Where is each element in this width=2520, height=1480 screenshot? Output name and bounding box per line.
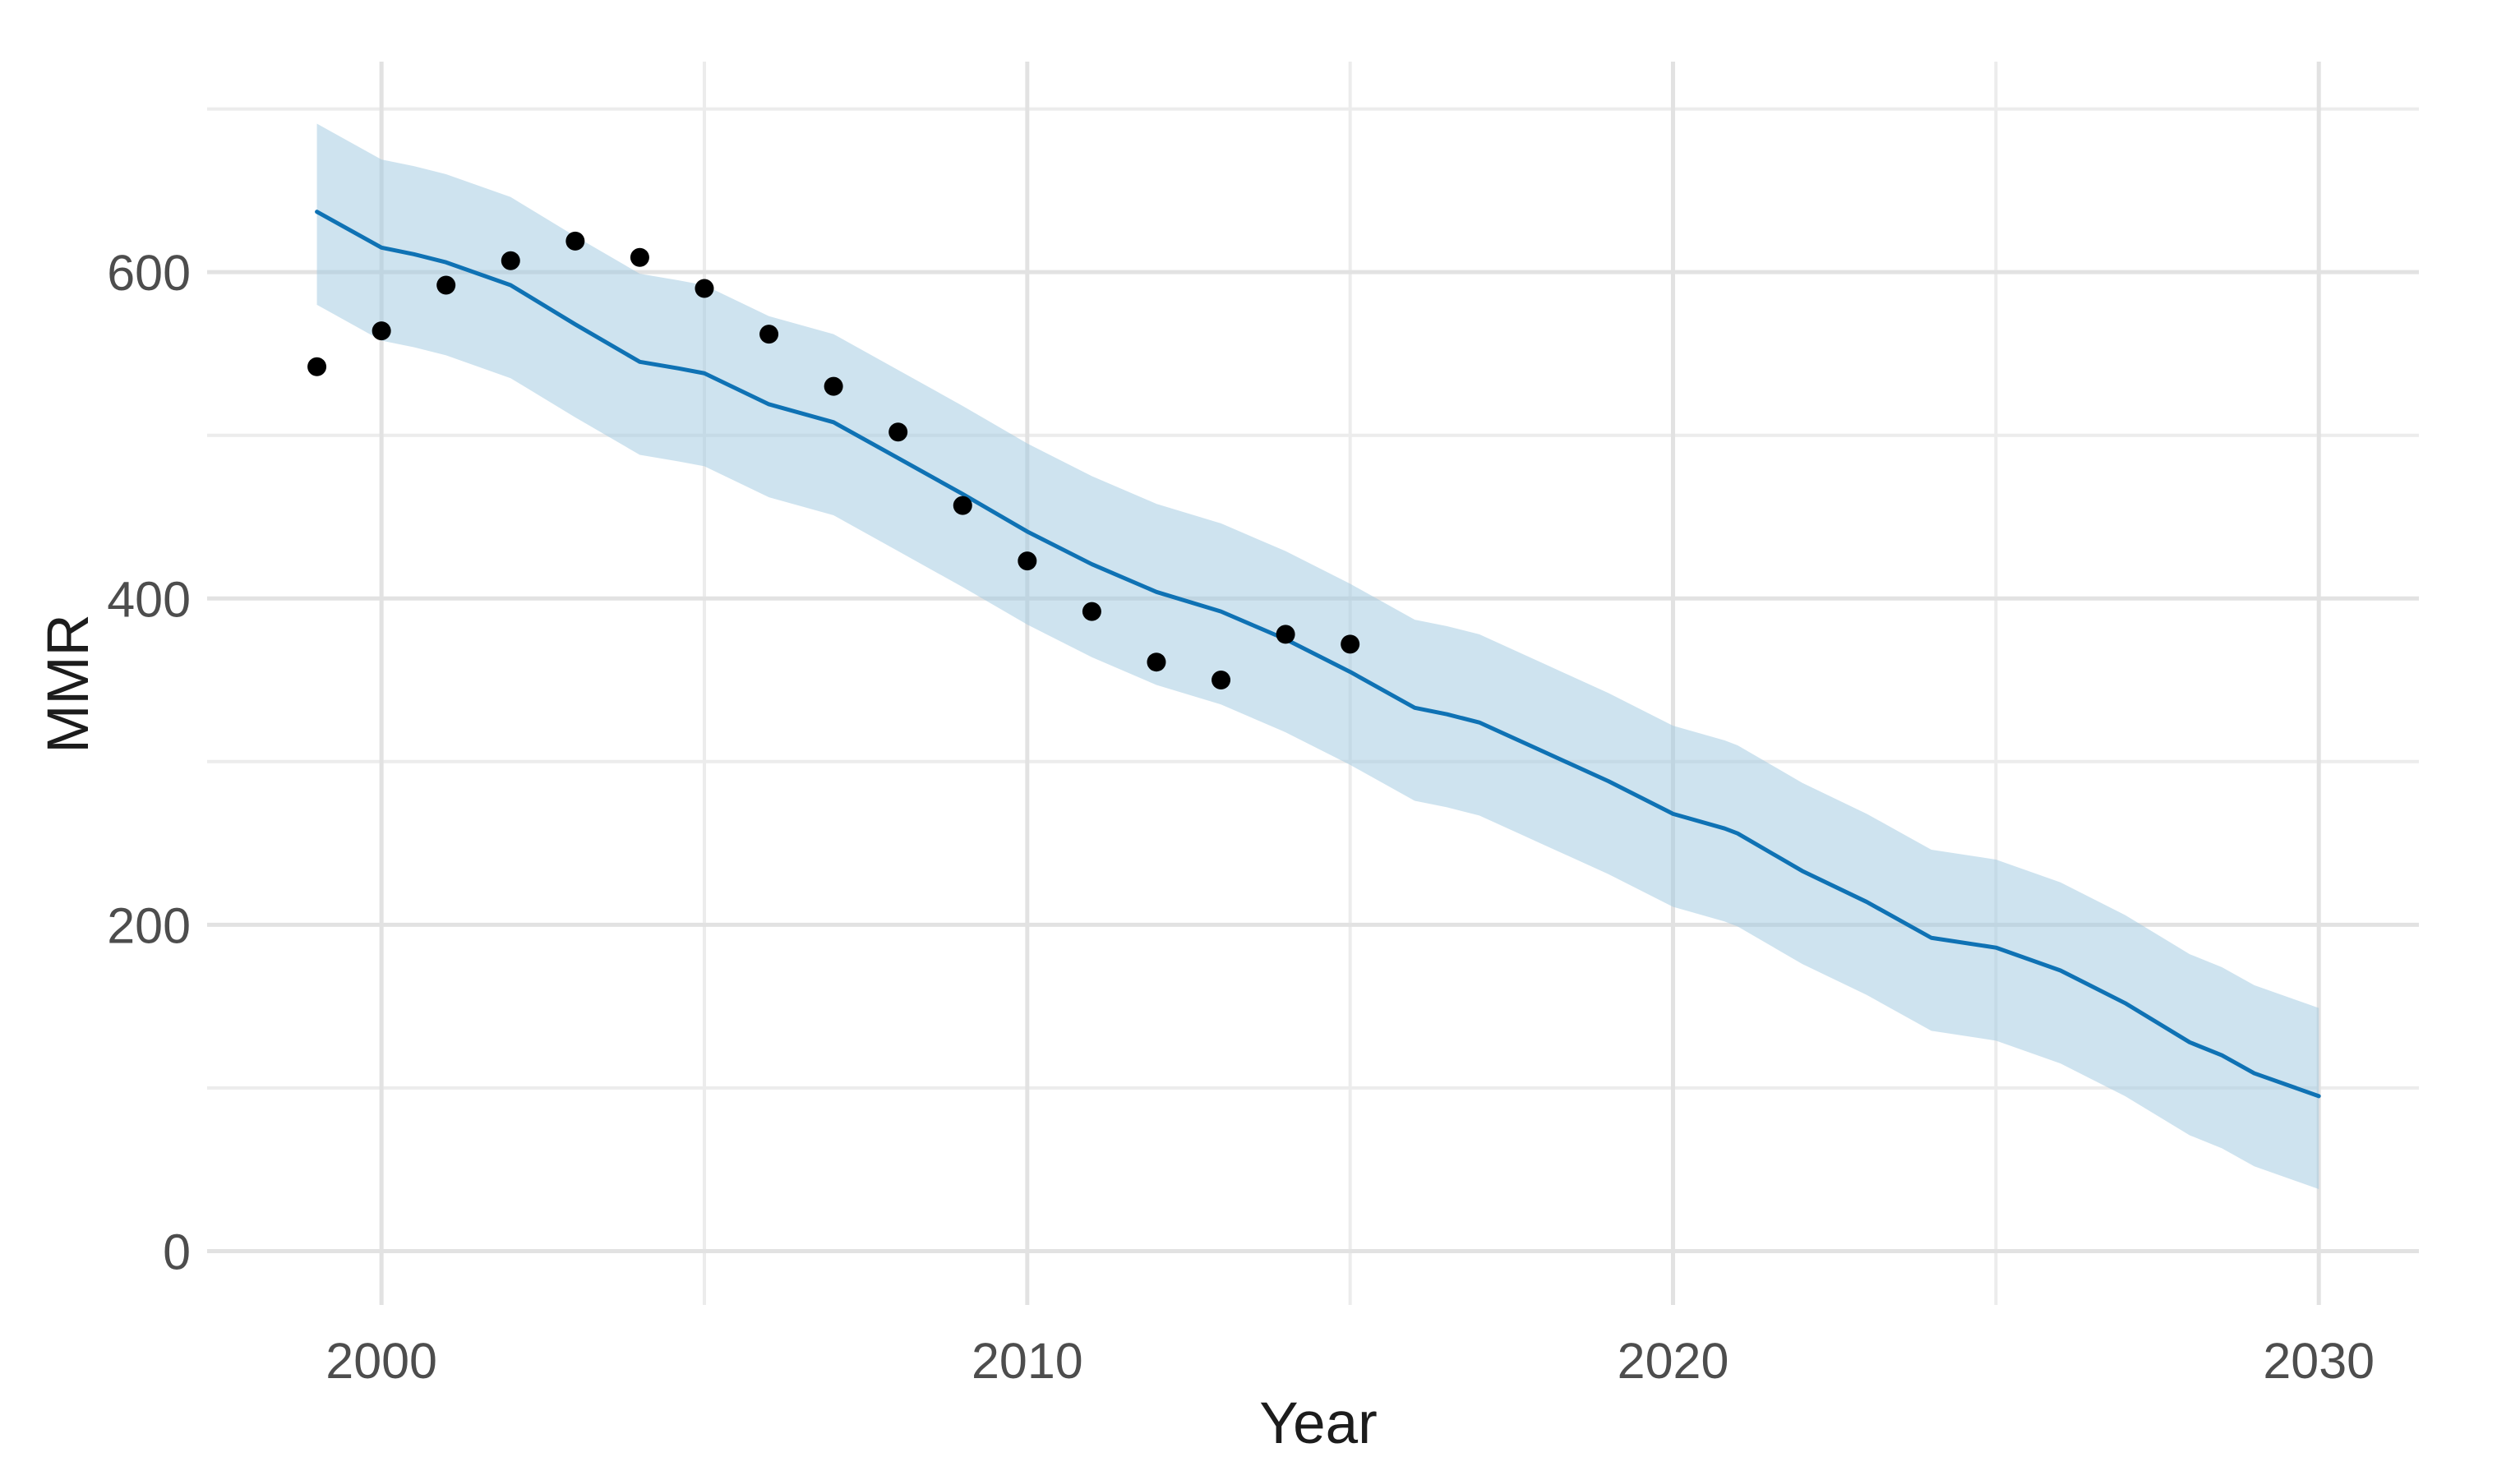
x-tick-label-2000: 2000 — [325, 1333, 437, 1389]
y-tick-label-200: 200 — [107, 897, 191, 953]
x-tick-label-2020: 2020 — [1618, 1333, 1729, 1389]
x-tick-label-2030: 2030 — [2263, 1333, 2375, 1389]
y-tick-label-600: 600 — [107, 245, 191, 301]
observed-points-layer — [307, 231, 1360, 690]
data-point-2012 — [1147, 652, 1166, 672]
data-point-2013 — [1212, 671, 1231, 690]
data-point-1999 — [307, 357, 327, 376]
y-axis-tick-labels: 0 200 400 600 — [107, 245, 191, 1279]
data-point-2014 — [1276, 625, 1295, 644]
data-point-2001 — [436, 275, 456, 295]
data-point-2015 — [1341, 634, 1360, 654]
y-axis-title: MMR — [36, 614, 101, 754]
data-point-2003 — [565, 231, 585, 251]
trend-line-layer — [315, 210, 2321, 1099]
estimated-mmr-line — [315, 210, 2321, 1099]
data-point-2011 — [1082, 602, 1101, 621]
y-tick-label-400: 400 — [107, 571, 191, 627]
data-point-2005 — [695, 279, 714, 298]
data-point-2000 — [372, 321, 391, 341]
y-tick-label-0: 0 — [163, 1224, 191, 1279]
x-tick-label-2010: 2010 — [972, 1333, 1083, 1389]
data-point-2009 — [953, 496, 972, 515]
data-point-2007 — [824, 376, 843, 396]
data-point-2010 — [1018, 551, 1037, 571]
x-axis-tick-labels: 2000 2010 2020 2030 — [325, 1333, 2375, 1389]
data-point-2004 — [630, 247, 649, 267]
x-axis-title: Year — [1259, 1391, 1377, 1456]
data-point-2006 — [759, 325, 779, 344]
data-point-2008 — [888, 422, 908, 442]
data-point-2002 — [501, 251, 520, 270]
